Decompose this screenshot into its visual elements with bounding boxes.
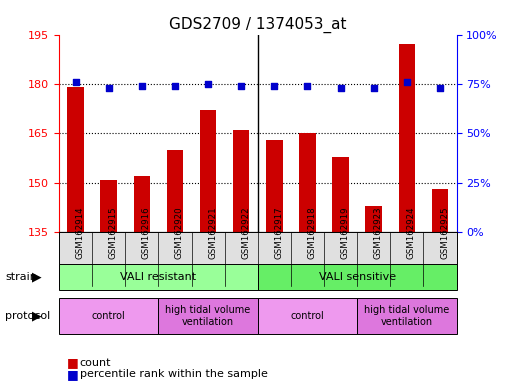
Text: GSM162925: GSM162925	[440, 207, 449, 259]
Point	[204, 81, 212, 87]
Text: GSM162919: GSM162919	[341, 207, 350, 259]
Bar	[266, 140, 283, 232]
Text: GSM162924: GSM162924	[407, 207, 416, 259]
Text: ■: ■	[67, 356, 78, 369]
Point	[171, 83, 179, 89]
Point	[137, 83, 146, 89]
Point	[71, 79, 80, 85]
Bar	[167, 150, 183, 232]
Point	[337, 85, 345, 91]
Bar	[133, 176, 150, 232]
Text: high tidal volume
ventilation: high tidal volume ventilation	[166, 305, 251, 327]
Text: GSM162914: GSM162914	[75, 207, 85, 259]
Text: VALI resistant: VALI resistant	[121, 272, 196, 282]
Point	[105, 85, 113, 91]
Text: ▶: ▶	[32, 310, 42, 322]
Text: control: control	[92, 311, 126, 321]
Point	[270, 83, 279, 89]
Text: control: control	[290, 311, 324, 321]
Text: high tidal volume
ventilation: high tidal volume ventilation	[364, 305, 449, 327]
Bar	[399, 45, 415, 232]
Text: GSM162920: GSM162920	[175, 207, 184, 259]
Text: count: count	[80, 358, 111, 368]
Point	[303, 83, 311, 89]
Text: GSM162923: GSM162923	[374, 207, 383, 259]
Bar	[67, 87, 84, 232]
Text: ■: ■	[67, 368, 78, 381]
Text: GSM162917: GSM162917	[274, 207, 283, 259]
Text: GSM162916: GSM162916	[142, 207, 151, 259]
Text: ▶: ▶	[32, 270, 42, 283]
Point	[403, 79, 411, 85]
Text: percentile rank within the sample: percentile rank within the sample	[80, 369, 267, 379]
Text: GSM162922: GSM162922	[241, 207, 250, 259]
Text: VALI sensitive: VALI sensitive	[319, 272, 396, 282]
Text: protocol: protocol	[5, 311, 50, 321]
Text: GSM162915: GSM162915	[109, 207, 117, 259]
Bar	[299, 134, 316, 232]
Text: GSM162921: GSM162921	[208, 207, 217, 259]
Point	[370, 85, 378, 91]
Point	[436, 85, 444, 91]
Bar	[365, 206, 382, 232]
Bar	[101, 180, 117, 232]
Title: GDS2709 / 1374053_at: GDS2709 / 1374053_at	[169, 17, 347, 33]
Bar	[200, 110, 216, 232]
Bar	[432, 189, 448, 232]
Text: strain: strain	[5, 272, 37, 282]
Bar	[332, 157, 349, 232]
Text: GSM162918: GSM162918	[307, 207, 317, 259]
Bar	[233, 130, 249, 232]
Point	[237, 83, 245, 89]
